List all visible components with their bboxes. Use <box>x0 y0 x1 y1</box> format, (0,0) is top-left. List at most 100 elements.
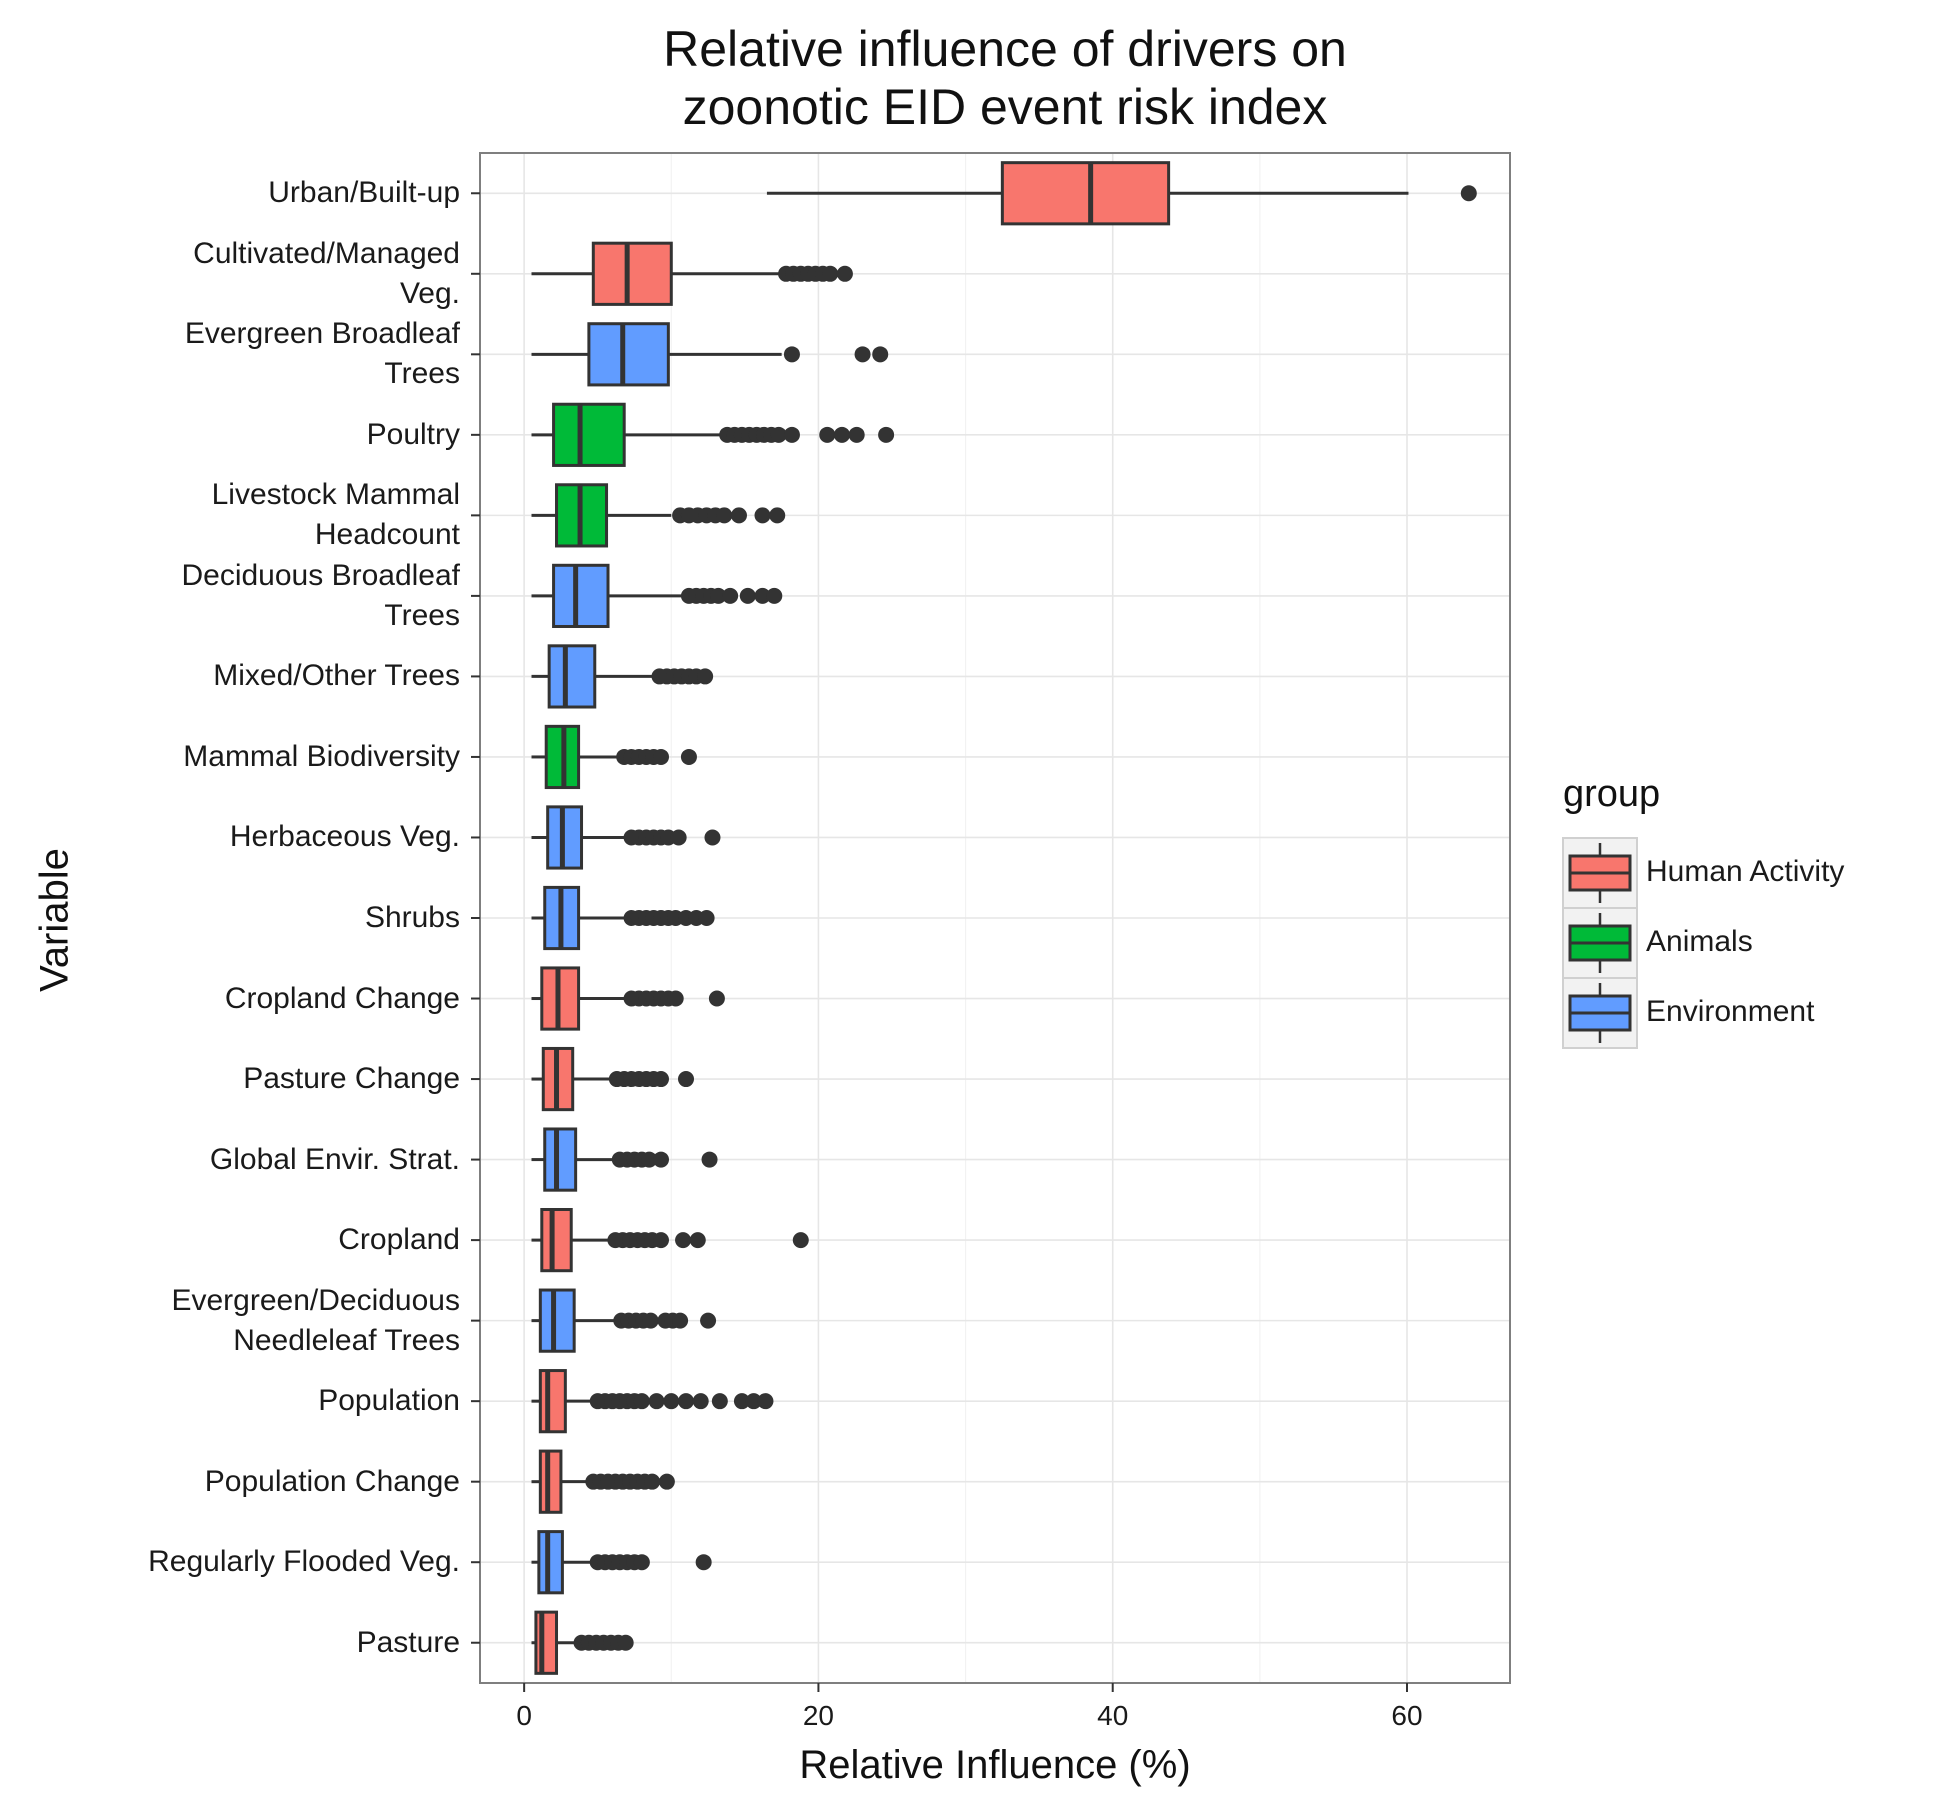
outlier-point <box>663 1393 680 1410</box>
y-tick-label-line: Population <box>318 1384 460 1418</box>
outlier-point <box>680 748 697 765</box>
y-tick-label-line: Global Envir. Strat. <box>209 1142 460 1176</box>
outlier-point <box>783 346 800 363</box>
y-tick-label-line: Shrubs <box>364 901 460 934</box>
box-layer <box>531 161 1477 1675</box>
y-tick-label: Urban/Built-up <box>268 173 460 213</box>
box-iqr <box>540 1208 573 1273</box>
box-13 <box>531 1208 809 1273</box>
outlier-point <box>667 990 684 1007</box>
legend-label: Animals <box>1646 925 1753 958</box>
outlier-point <box>689 1232 706 1249</box>
y-tick-label-line: Trees <box>384 598 460 632</box>
y-tick-label: Global Envir. Strat. <box>210 1140 460 1180</box>
y-tick-label-line: Trees <box>384 357 460 391</box>
outlier-point <box>819 426 836 443</box>
box-iqr <box>552 402 626 467</box>
box-iqr <box>538 1288 576 1353</box>
y-tick-label-line: Deciduous Broadleaf <box>181 558 460 592</box>
outlier-point <box>670 829 687 846</box>
legend-key-0 <box>1562 837 1638 909</box>
outlier-point <box>617 1634 634 1651</box>
box-12 <box>531 1127 718 1192</box>
outlier-point <box>783 426 800 443</box>
outlier-point <box>836 265 853 282</box>
y-tick-label-line: Urban/Built-up <box>268 176 460 210</box>
y-tick-label: Deciduous Broadleaf Trees <box>181 556 460 636</box>
box-0 <box>766 161 1477 226</box>
y-tick-label-line: Mammal Biodiversity <box>183 739 460 773</box>
y-tick-label: Poultry <box>367 415 460 455</box>
y-tick-label: Mixed/Other Trees <box>213 656 460 696</box>
outlier-point <box>833 426 850 443</box>
y-tick-label-line: Regularly Flooded Veg. <box>148 1545 460 1579</box>
y-tick-label-line: Population Change <box>204 1464 460 1498</box>
y-tick-label: Cropland Change <box>225 979 460 1019</box>
outlier-point <box>708 990 725 1007</box>
y-tick-label: Livestock Mammal Headcount <box>212 475 460 555</box>
outlier-point <box>648 1393 665 1410</box>
outlier-point <box>672 1312 689 1329</box>
legend-label: Environment <box>1646 995 1815 1028</box>
box-16 <box>531 1449 675 1514</box>
box-iqr <box>538 1449 563 1514</box>
outlier-point <box>872 346 889 363</box>
box-18 <box>531 1610 634 1675</box>
y-tick-label-line: Evergreen Broadleaf <box>184 317 460 351</box>
outlier-point <box>722 587 739 604</box>
box-7 <box>531 724 697 790</box>
box-14 <box>531 1288 717 1353</box>
y-tick-label: Population <box>318 1381 460 1421</box>
outlier-point <box>633 1554 650 1571</box>
legend-key-2 <box>1562 977 1638 1049</box>
y-tick-label-line: Cropland Change <box>224 981 460 1015</box>
box-11 <box>531 1046 694 1112</box>
outlier-point <box>766 587 783 604</box>
box-iqr <box>591 241 673 306</box>
y-tick-label-line: Cropland <box>338 1223 460 1257</box>
legend-key-1 <box>1562 907 1638 979</box>
x-tick-label: 60 <box>1391 1700 1423 1731</box>
outlier-point <box>642 1312 659 1329</box>
outlier-point <box>652 1232 669 1249</box>
legend-label: Human Activity <box>1646 855 1845 888</box>
y-tick-label-line: Headcount <box>314 518 460 552</box>
outlier-point <box>745 1393 762 1410</box>
box-iqr <box>587 322 670 387</box>
outlier-point <box>652 1071 669 1088</box>
y-tick-label-line: Poultry <box>366 417 460 451</box>
box-iqr <box>537 1530 564 1595</box>
y-tick-label: Pasture <box>357 1623 460 1663</box>
outlier-point <box>641 1151 658 1168</box>
x-tick-label: 40 <box>1097 1700 1129 1731</box>
outlier-point <box>848 426 865 443</box>
outlier-point <box>792 1232 809 1249</box>
x-ticks <box>523 1683 1408 1692</box>
box-iqr <box>1000 161 1171 226</box>
outlier-point <box>701 1151 718 1168</box>
outlier-point <box>754 507 771 524</box>
outlier-point <box>678 1071 694 1088</box>
y-tick-label: Regularly Flooded Veg. <box>148 1542 460 1582</box>
y-tick-label: Herbaceous Veg. <box>230 817 460 857</box>
y-tick-label: Evergreen Broadleaf Trees <box>185 314 460 394</box>
outlier-point <box>878 426 895 443</box>
box-iqr <box>534 1610 559 1675</box>
outlier-point <box>675 1232 692 1249</box>
y-tick-label: Mammal Biodiversity <box>183 737 460 777</box>
y-tick-label: Evergreen/Deciduous Needleleaf Trees <box>171 1281 460 1361</box>
y-tick-label: Cultivated/Managed Veg. <box>193 234 460 314</box>
box-15 <box>531 1369 774 1434</box>
legend-title: group <box>1563 773 1661 815</box>
y-tick-label-line: Needleleaf Trees <box>233 1323 460 1357</box>
y-ticks <box>471 192 480 1644</box>
box-2 <box>531 322 889 387</box>
outlier-point <box>711 1393 728 1410</box>
box-4 <box>531 483 786 548</box>
chart-title-line-2: zoonotic EID event risk index <box>682 79 1328 135</box>
box-6 <box>531 644 714 709</box>
y-tick-label-line: Herbaceous Veg. <box>229 820 460 854</box>
box-8 <box>531 805 721 870</box>
box-iqr <box>552 563 610 628</box>
outlier-point <box>652 1151 669 1168</box>
